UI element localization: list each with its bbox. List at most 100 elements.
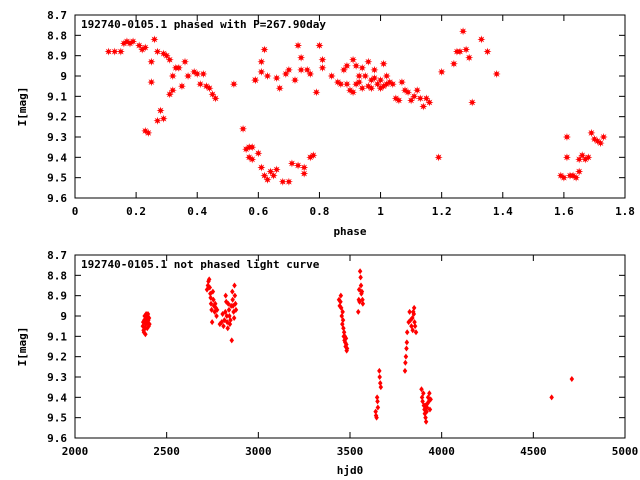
data-point — [424, 408, 429, 415]
y-tick-label: 9 — [60, 310, 67, 323]
data-point — [367, 84, 376, 93]
data-point — [449, 59, 458, 68]
x-axis-label: hjd0 — [337, 464, 364, 477]
data-point — [341, 325, 346, 332]
data-point — [575, 167, 584, 176]
data-point — [229, 337, 234, 344]
data-point — [257, 163, 266, 172]
data-point — [407, 96, 416, 105]
data-point — [370, 74, 379, 83]
data-point — [162, 51, 171, 60]
data-point — [266, 167, 275, 176]
data-point — [419, 386, 424, 393]
data-point — [549, 394, 554, 401]
y-tick-label: 9.3 — [47, 371, 67, 384]
data-point — [344, 345, 350, 352]
data-point — [281, 69, 290, 78]
data-point — [349, 88, 358, 97]
data-point — [225, 325, 230, 332]
y-tick-label: 9.4 — [47, 151, 67, 164]
data-point — [318, 63, 327, 72]
x-tick-label: 1.8 — [615, 205, 635, 218]
data-point — [379, 59, 388, 68]
data-point — [340, 308, 345, 315]
data-point — [338, 304, 344, 311]
data-point — [221, 323, 226, 330]
data-point — [336, 80, 345, 89]
data-point — [352, 61, 361, 70]
data-point — [156, 106, 165, 115]
data-point — [410, 92, 419, 101]
data-point — [223, 308, 228, 315]
x-tick-label: 3500 — [337, 445, 364, 458]
x-tick-label: 1.6 — [554, 205, 574, 218]
data-point — [143, 331, 148, 338]
data-point — [223, 292, 228, 299]
data-point — [376, 76, 385, 85]
data-point — [397, 78, 406, 87]
data-point — [135, 41, 144, 50]
data-point — [165, 90, 174, 99]
y-tick-label: 8.8 — [47, 29, 67, 42]
data-point — [214, 313, 219, 319]
data-point — [227, 321, 233, 328]
x-tick-label: 1.4 — [493, 205, 513, 218]
data-point — [263, 72, 272, 80]
data-point — [412, 319, 417, 326]
data-point — [272, 74, 281, 83]
data-point — [584, 153, 593, 162]
data-point — [374, 394, 380, 401]
y-tick-label: 9.2 — [47, 351, 67, 364]
y-tick-label: 9.6 — [47, 192, 67, 205]
data-point — [260, 171, 269, 180]
data-point — [294, 161, 303, 170]
data-point — [199, 69, 208, 78]
data-point — [284, 65, 293, 74]
data-point — [419, 102, 428, 111]
data-point — [569, 376, 575, 383]
data-point — [456, 47, 464, 56]
data-point — [147, 321, 152, 328]
data-point — [562, 153, 571, 162]
data-point — [177, 82, 186, 91]
data-point — [272, 165, 281, 174]
data-point — [211, 94, 220, 103]
data-point — [300, 163, 309, 172]
data-point — [214, 306, 220, 313]
data-point — [465, 53, 474, 62]
data-point — [208, 90, 217, 99]
data-point — [425, 98, 434, 107]
data-point — [412, 323, 418, 330]
x-tick-label: 1.2 — [432, 205, 452, 218]
data-point — [427, 406, 433, 413]
data-point — [229, 80, 238, 89]
phased-light-curve-plot: 0 0.2 0.4 0.6 0.8 1 1.2 1.4 1.6 1.8 8.7 8.8 8.9 9 9.1 9… — [16, 9, 635, 238]
x-tick-label: 3000 — [245, 445, 272, 458]
data-point — [303, 65, 312, 74]
data-point — [230, 296, 235, 303]
data-point — [413, 86, 422, 95]
data-point — [359, 288, 365, 295]
data-point — [278, 177, 287, 186]
data-point — [357, 268, 363, 275]
x-tick-label: 4000 — [428, 445, 455, 458]
data-point — [248, 143, 257, 152]
data-point — [309, 151, 318, 160]
data-point — [269, 171, 278, 180]
data-point — [168, 86, 177, 95]
data-point — [358, 274, 363, 281]
data-point — [342, 61, 351, 70]
data-point — [403, 359, 408, 366]
data-point — [413, 329, 419, 336]
data-point — [174, 63, 183, 72]
data-point — [168, 72, 177, 80]
data-point — [596, 139, 605, 148]
data-point — [129, 37, 138, 46]
data-point — [339, 65, 348, 74]
data-point — [378, 380, 383, 387]
data-point — [211, 296, 216, 303]
x-tick-label: 4500 — [520, 445, 547, 458]
data-point — [144, 128, 153, 137]
data-point — [361, 72, 370, 80]
data-point — [193, 69, 202, 78]
